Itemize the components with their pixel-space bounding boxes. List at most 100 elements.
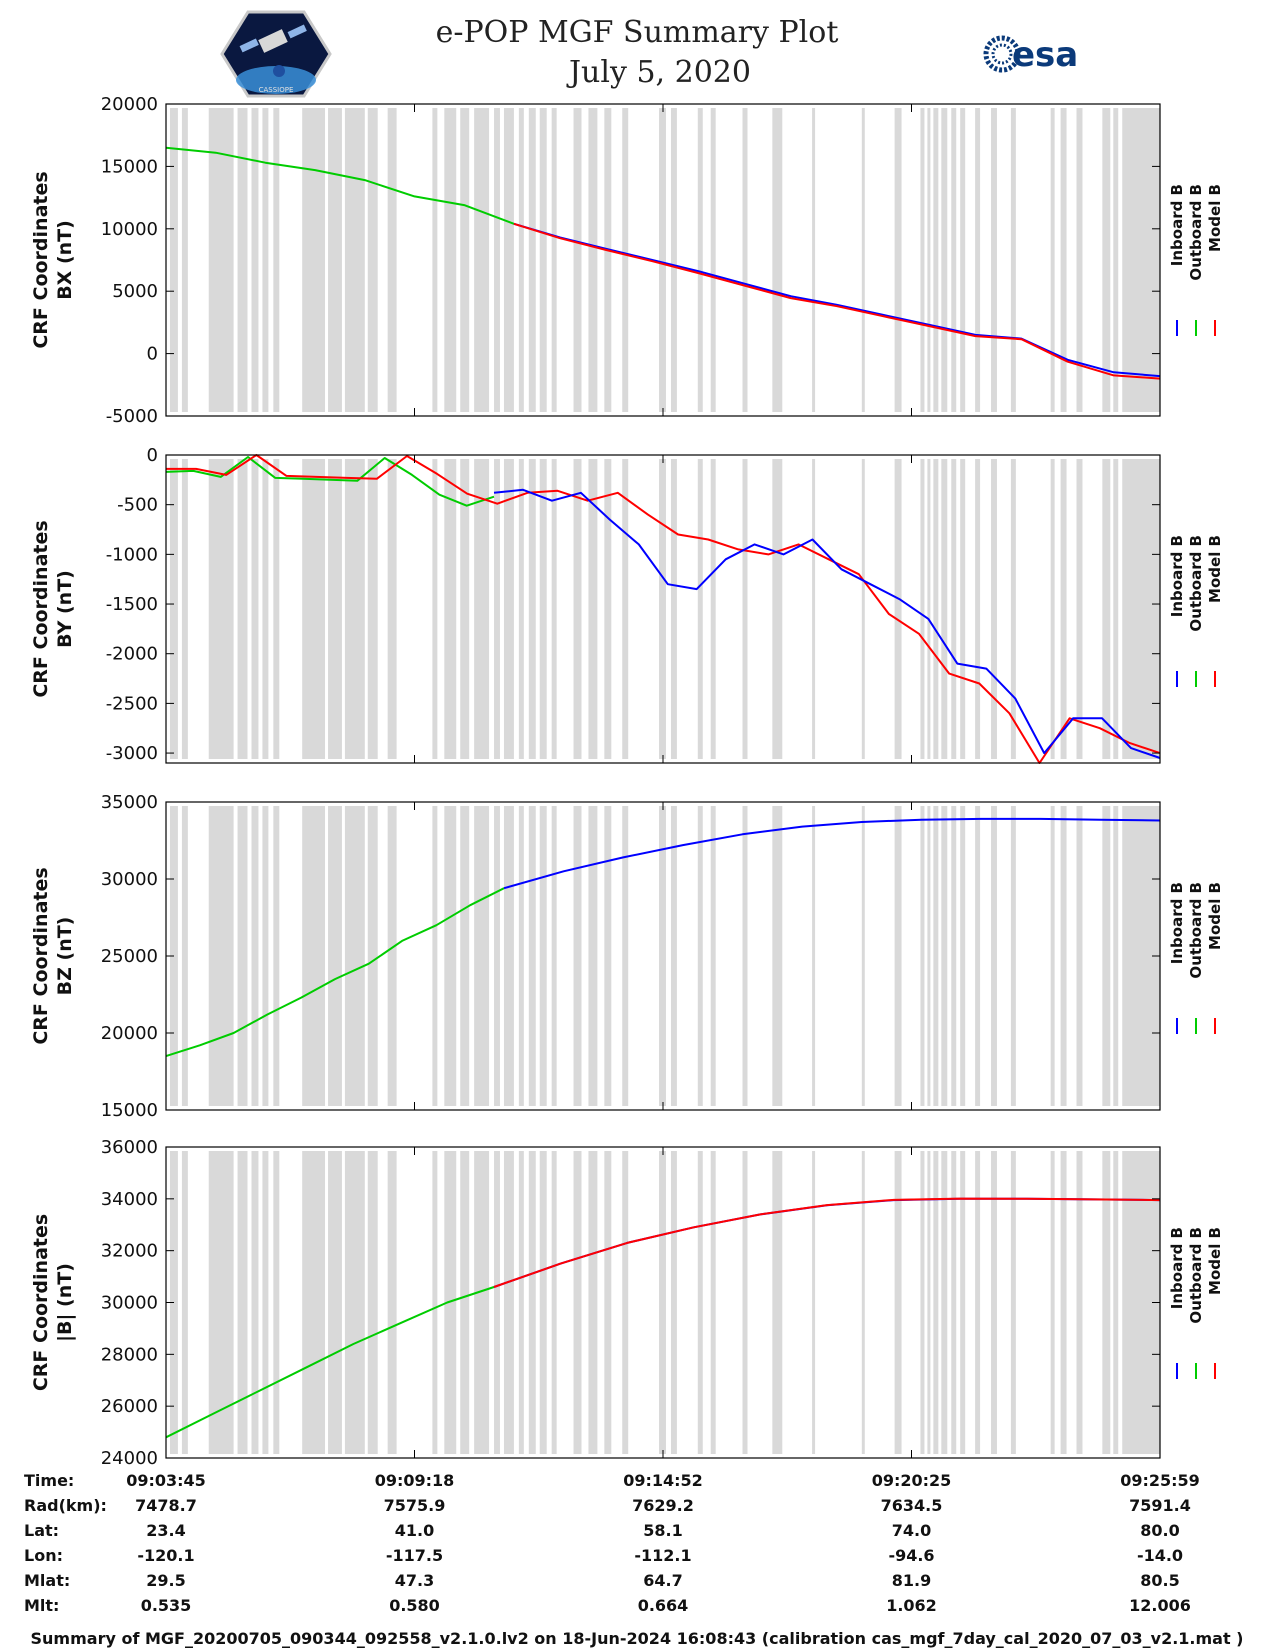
shade-band: [772, 459, 783, 759]
shade-band: [503, 459, 514, 759]
table-cell: 74.0: [892, 1521, 931, 1540]
shading-bands: [169, 1151, 1160, 1454]
table-cell: 7575.9: [384, 1496, 446, 1515]
y-tick-label: 28000: [101, 1344, 158, 1365]
table-cell: 80.5: [1140, 1571, 1179, 1590]
shade-band: [503, 806, 514, 1106]
shade-band: [273, 806, 280, 1106]
y-tick-label: 20000: [101, 94, 158, 115]
shade-band: [588, 1151, 598, 1454]
legend-label: Model B: [1206, 882, 1224, 950]
shade-band: [951, 108, 957, 412]
shade-band: [772, 1151, 783, 1454]
y-tick-label: 20000: [101, 1023, 158, 1044]
table-cell: 09:03:45: [126, 1471, 206, 1490]
shade-band: [528, 459, 536, 759]
shade-band: [494, 108, 500, 412]
shade-band: [710, 806, 716, 1106]
shade-band: [251, 459, 259, 759]
shade-band: [518, 806, 524, 1106]
shade-band: [344, 108, 365, 412]
shade-band: [551, 1151, 557, 1454]
shade-band: [1010, 108, 1016, 412]
y-tick-label: -1500: [106, 594, 158, 615]
series-line-inboard-b: [503, 817, 1161, 890]
shade-band: [273, 108, 280, 412]
shade-band: [622, 1151, 629, 1454]
table-cell: 09:20:25: [872, 1471, 952, 1490]
shade-band: [444, 806, 457, 1106]
table-cell: 0.664: [638, 1596, 689, 1615]
table-cell: -94.6: [888, 1546, 934, 1565]
shade-band: [432, 806, 438, 1106]
shade-band: [474, 108, 490, 412]
shade-band: [528, 1151, 536, 1454]
shade-band: [697, 459, 703, 759]
shade-band: [1010, 1151, 1016, 1454]
y-axis-label: CRF Coordinates: [30, 520, 52, 697]
shade-band: [367, 108, 378, 412]
y-tick-label: -2000: [106, 644, 158, 665]
shade-band: [474, 1151, 490, 1454]
shade-band: [622, 806, 629, 1106]
plot-title-line1: e-POP MGF Summary Plot: [436, 15, 839, 50]
shade-band: [367, 1151, 378, 1454]
shade-band: [933, 459, 939, 759]
shade-band: [1102, 1151, 1111, 1454]
legend-label: Inboard B: [1168, 1227, 1186, 1309]
y-axis-label: BX (nT): [54, 220, 76, 300]
shade-band: [604, 806, 612, 1106]
y-tick-label: 0: [147, 445, 158, 466]
table-cell: 7629.2: [632, 1496, 694, 1515]
y-tick-label: -3000: [106, 743, 158, 764]
shade-band: [444, 108, 457, 412]
esa-logo-text: esa: [1012, 35, 1078, 75]
shade-band: [861, 1151, 865, 1454]
y-tick-label: 30000: [101, 869, 158, 890]
shade-band: [1010, 459, 1016, 759]
plot-title-line2: July 5, 2020: [566, 55, 751, 90]
shade-band: [273, 459, 280, 759]
shade-band: [474, 806, 490, 1106]
shade-band: [1060, 1151, 1067, 1454]
shade-band: [460, 806, 470, 1106]
table-cell: 7478.7: [135, 1496, 197, 1515]
shade-band: [387, 806, 397, 1106]
shade-band: [551, 108, 557, 412]
table-cell: 1.062: [886, 1596, 937, 1615]
shade-band: [181, 1151, 188, 1454]
shade-band: [697, 806, 703, 1106]
shade-band: [367, 806, 378, 1106]
shade-band: [237, 108, 248, 412]
shade-band: [920, 108, 925, 412]
shade-band: [494, 459, 500, 759]
shade-band: [1122, 108, 1160, 412]
shade-band: [387, 1151, 397, 1454]
shade-band: [960, 806, 966, 1106]
shade-band: [302, 108, 326, 412]
y-tick-label: 34000: [101, 1189, 158, 1210]
shade-band: [951, 1151, 957, 1454]
y-tick-label: 36000: [101, 1137, 158, 1158]
shade-band: [1113, 108, 1119, 412]
shade-band: [344, 459, 365, 759]
shade-band: [1076, 1151, 1083, 1454]
shade-band: [181, 108, 188, 412]
shade-band: [697, 108, 703, 412]
y-axis-label: BZ (nT): [54, 917, 76, 996]
shade-band: [772, 108, 783, 412]
legend-label: Outboard B: [1187, 184, 1205, 281]
shade-band: [1060, 459, 1067, 759]
table-row-label: Time:: [24, 1471, 74, 1490]
y-tick-label: 0: [147, 344, 158, 365]
shade-band: [960, 459, 966, 759]
y-tick-label: 24000: [101, 1448, 158, 1469]
shade-band: [1122, 459, 1160, 759]
shade-band: [812, 1151, 816, 1454]
shade-band: [518, 108, 524, 412]
shade-band: [208, 1151, 234, 1454]
shade-band: [1102, 108, 1111, 412]
shade-band: [328, 1151, 342, 1454]
shade-band: [991, 459, 997, 759]
shade-band: [1010, 806, 1016, 1106]
